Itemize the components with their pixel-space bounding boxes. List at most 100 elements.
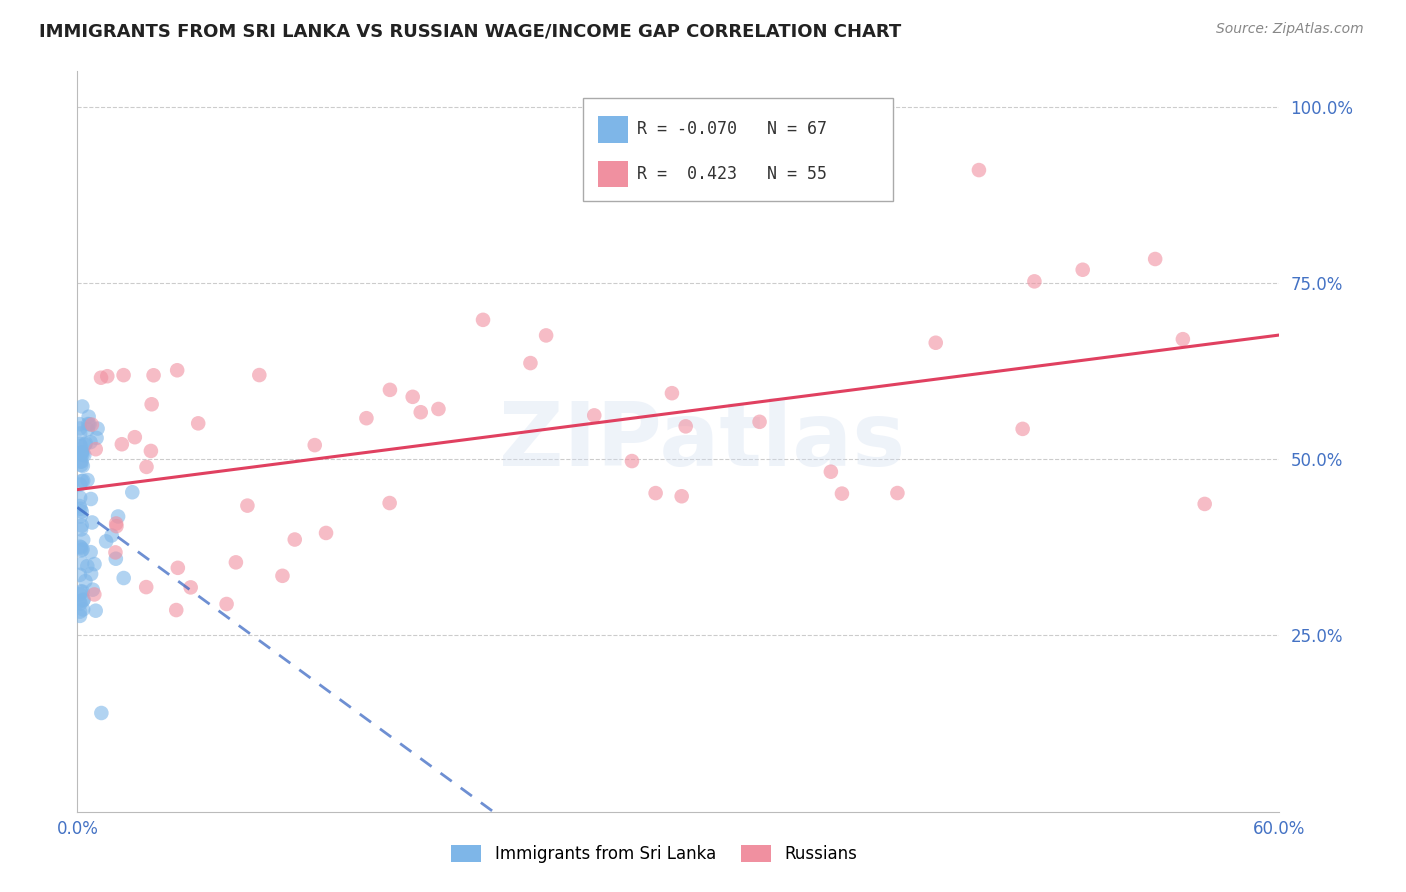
Point (519, 356, 541, 370)
Point (70, 445, 93, 459)
Point (69, 608, 91, 623)
Point (583, 409, 606, 423)
Point (69, 501, 91, 516)
Point (427, 401, 450, 416)
Point (70, 458, 93, 472)
Point (378, 496, 401, 510)
Point (76, 473, 98, 487)
Point (107, 509, 129, 524)
Text: ZIPatlas: ZIPatlas (499, 398, 905, 485)
Point (534, 328, 557, 343)
Point (1194, 497, 1216, 511)
Point (315, 525, 337, 540)
Point (166, 363, 188, 377)
Point (72, 458, 94, 473)
Point (121, 485, 143, 500)
Point (1011, 422, 1033, 436)
Point (69, 437, 91, 451)
Point (135, 459, 157, 474)
Point (72, 584, 94, 599)
Point (187, 417, 209, 431)
Point (69, 596, 91, 610)
Point (100, 528, 122, 542)
Point (69, 540, 91, 554)
Point (69, 605, 91, 619)
Text: R = -0.070   N = 67: R = -0.070 N = 67 (637, 120, 827, 138)
Text: IMMIGRANTS FROM SRI LANKA VS RUSSIAN WAGE/INCOME GAP CORRELATION CHART: IMMIGRANTS FROM SRI LANKA VS RUSSIAN WAG… (39, 22, 901, 40)
Point (80, 516, 103, 530)
Point (409, 405, 432, 419)
Point (112, 368, 135, 383)
Point (70, 543, 93, 558)
Point (70, 474, 93, 488)
Point (77, 409, 100, 424)
Point (94, 534, 117, 549)
Point (76, 559, 98, 574)
Point (215, 597, 238, 611)
Point (69, 477, 91, 491)
Point (69, 421, 91, 435)
Point (1024, 274, 1046, 288)
Point (96, 369, 118, 384)
Point (72, 592, 94, 607)
Point (69, 417, 91, 431)
Point (284, 533, 307, 547)
Point (70, 445, 93, 459)
Point (105, 519, 128, 533)
Point (967, 163, 990, 178)
Point (75, 436, 97, 450)
Point (247, 368, 270, 382)
Point (925, 335, 948, 350)
Point (72, 593, 94, 607)
Point (105, 516, 128, 531)
Point (304, 438, 326, 452)
Point (166, 561, 188, 575)
Point (70, 445, 93, 459)
Point (77, 417, 100, 431)
Point (236, 499, 259, 513)
Point (69, 439, 91, 453)
Point (72, 602, 94, 616)
Point (402, 390, 425, 404)
Point (72, 533, 94, 547)
Point (356, 411, 378, 425)
Point (69, 509, 91, 524)
Point (70, 523, 93, 537)
Point (135, 580, 157, 594)
Point (72, 474, 94, 488)
Point (84, 604, 107, 618)
Point (142, 368, 165, 383)
Point (620, 454, 643, 468)
Point (111, 437, 134, 451)
Point (644, 486, 666, 500)
Point (80, 566, 103, 581)
Point (69, 455, 91, 469)
Point (70, 541, 93, 555)
Point (86, 431, 108, 445)
Point (72, 542, 94, 557)
Text: Source: ZipAtlas.com: Source: ZipAtlas.com (1216, 22, 1364, 37)
Point (79, 435, 101, 450)
Point (69, 426, 91, 441)
Point (831, 486, 853, 500)
Point (80, 417, 103, 432)
Point (820, 465, 842, 479)
Point (112, 571, 135, 585)
Point (69, 584, 91, 599)
Point (104, 551, 127, 566)
Point (139, 444, 162, 458)
Point (70, 504, 93, 518)
Point (73, 437, 96, 451)
Point (1171, 332, 1194, 346)
Point (67, 594, 90, 608)
Point (83, 557, 105, 571)
Point (90, 706, 112, 720)
Point (72, 448, 94, 462)
Point (661, 386, 683, 401)
Point (70, 454, 93, 468)
Point (378, 383, 401, 397)
Point (472, 313, 495, 327)
Point (83, 587, 105, 601)
Text: R =  0.423   N = 55: R = 0.423 N = 55 (637, 165, 827, 183)
Point (1071, 262, 1094, 277)
